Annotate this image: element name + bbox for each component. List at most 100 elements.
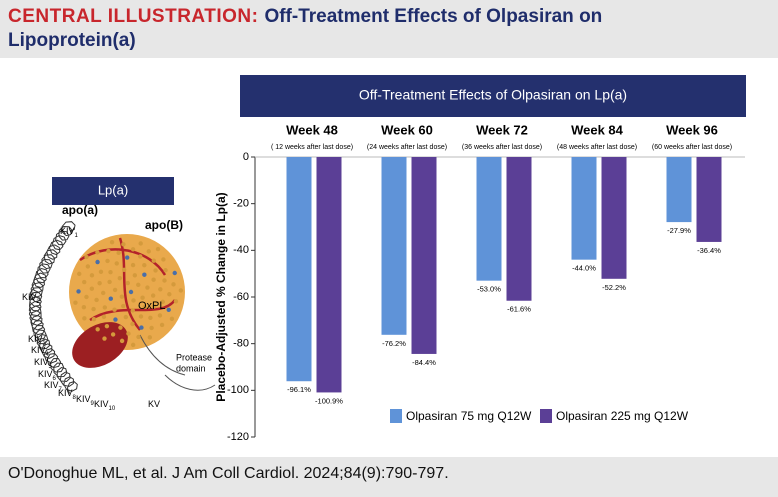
lipid-dot bbox=[130, 342, 136, 348]
chart-title-box bbox=[240, 75, 746, 117]
kringle-base: KIV bbox=[28, 334, 43, 344]
lipid-dot bbox=[126, 331, 131, 336]
lipid-dot bbox=[89, 273, 95, 278]
kringle-base: KIV bbox=[58, 388, 73, 398]
kringle-base: KIV bbox=[34, 357, 49, 367]
lipid-dot bbox=[95, 259, 100, 265]
apoa-label: apo(a) bbox=[62, 203, 98, 217]
lipid-dot bbox=[119, 294, 125, 299]
kringle-sub: 8 bbox=[73, 395, 77, 401]
lipid-dot bbox=[138, 254, 143, 259]
apob-strand bbox=[79, 237, 176, 331]
lipid-dot bbox=[161, 257, 166, 262]
lipid-dot bbox=[160, 299, 165, 305]
y-tick-label: -80 bbox=[233, 338, 249, 350]
y-tick-label: -100 bbox=[227, 384, 249, 396]
lipid-dot bbox=[147, 335, 153, 340]
bar bbox=[506, 157, 532, 301]
lipid-dot bbox=[130, 308, 135, 313]
legend-label: Olpasiran 225 mg Q12W bbox=[556, 409, 689, 423]
lipid-dot bbox=[151, 258, 156, 263]
value-label: -27.9% bbox=[667, 226, 691, 235]
lipid-dot bbox=[155, 246, 161, 252]
bar bbox=[476, 157, 502, 281]
legend-label: Olpasiran 75 mg Q12W bbox=[406, 409, 532, 423]
lipid-dot bbox=[121, 303, 126, 309]
kringle-label: KIV2 bbox=[22, 292, 41, 304]
kringle-base: KIV bbox=[60, 226, 75, 236]
y-tick-label: 0 bbox=[243, 151, 249, 163]
oxpl-label: OxPL bbox=[138, 300, 166, 312]
bar bbox=[601, 157, 627, 279]
lipid-dot bbox=[82, 279, 87, 285]
header: CENTRAL ILLUSTRATION: Off-Treatment Effec… bbox=[0, 0, 778, 58]
lipid-dot bbox=[150, 293, 156, 298]
bar bbox=[316, 157, 342, 393]
lipid-dot bbox=[108, 296, 113, 301]
kringle-sub: 3 bbox=[43, 341, 47, 347]
kringle-label: KIV5 bbox=[34, 357, 53, 369]
y-tick-label: -40 bbox=[233, 244, 249, 256]
y-tick-label: -120 bbox=[227, 431, 249, 443]
value-label: -44.0% bbox=[572, 264, 596, 273]
lipid-dot bbox=[108, 270, 113, 275]
lipid-dot bbox=[151, 277, 156, 282]
lipid-dot bbox=[123, 314, 129, 320]
y-tick-label: -20 bbox=[233, 198, 249, 210]
lipid-dot bbox=[94, 297, 99, 303]
lipid-dot bbox=[112, 307, 117, 312]
bar bbox=[286, 157, 312, 382]
lipid-dot bbox=[138, 314, 144, 319]
lipid-dot bbox=[142, 304, 147, 310]
lipid-dot bbox=[125, 255, 130, 260]
lpa-diagram: apo(a)apo(B)OxPLProteasedomainKIV1KIV2KI… bbox=[22, 203, 216, 412]
kringle-label: KIV10 bbox=[94, 399, 116, 411]
lipid-dot bbox=[158, 287, 163, 292]
lipid-dot bbox=[172, 270, 177, 276]
legend-swatch bbox=[540, 409, 552, 423]
x-category-note: (36 weeks after last dose) bbox=[462, 144, 542, 151]
lipid-dot bbox=[116, 250, 121, 256]
y-axis-label: Placebo-Adjusted % Change in Lp(a) bbox=[214, 192, 228, 401]
lipid-dot bbox=[95, 327, 100, 332]
lipid-dot bbox=[102, 336, 107, 341]
lipid-dot bbox=[178, 288, 184, 293]
lipid-dot bbox=[142, 262, 147, 268]
lipid-dot bbox=[101, 290, 106, 296]
kringle-label: KIV4 bbox=[31, 345, 50, 357]
x-category-note: ( 12 weeks after last dose) bbox=[271, 144, 353, 151]
lipid-dot bbox=[106, 248, 111, 254]
lipid-dot bbox=[142, 272, 147, 277]
lipid-dot bbox=[139, 325, 144, 330]
bar bbox=[381, 157, 407, 335]
lipid-dot bbox=[128, 289, 134, 295]
lipid-dot bbox=[162, 278, 167, 283]
x-category-note: (48 weeks after last dose) bbox=[557, 144, 637, 151]
bar bbox=[411, 157, 437, 354]
x-category-note: (24 weeks after last dose) bbox=[367, 144, 447, 151]
protease-label: domain bbox=[176, 363, 206, 373]
lipid-dot bbox=[153, 268, 158, 273]
x-category-label: Week 96 bbox=[666, 122, 718, 137]
lipid-dot bbox=[163, 268, 168, 273]
citation: O'Donoghue ML, et al. J Am Coll Cardiol.… bbox=[8, 465, 449, 482]
lipid-dot bbox=[130, 321, 135, 327]
value-label: -53.0% bbox=[477, 285, 501, 294]
lipid-dot bbox=[118, 325, 123, 330]
lipid-dot bbox=[112, 287, 118, 293]
kringle-base: KIV bbox=[31, 345, 46, 355]
lipid-dot bbox=[146, 249, 151, 254]
protease-strand bbox=[139, 334, 216, 391]
lipid-dot bbox=[81, 304, 87, 310]
x-category-label: Week 72 bbox=[476, 122, 528, 137]
lipid-dot bbox=[76, 289, 81, 294]
lipid-dot bbox=[82, 316, 87, 321]
lipid-dot bbox=[171, 282, 176, 287]
kringle-label: KIV3 bbox=[28, 334, 47, 346]
bar bbox=[666, 157, 692, 223]
value-label: -61.6% bbox=[507, 305, 531, 314]
diagram-title-box bbox=[52, 177, 174, 205]
kringle-sub: 4 bbox=[46, 352, 50, 358]
kringle-base: KV bbox=[148, 399, 160, 409]
lipid-dot bbox=[113, 317, 118, 322]
